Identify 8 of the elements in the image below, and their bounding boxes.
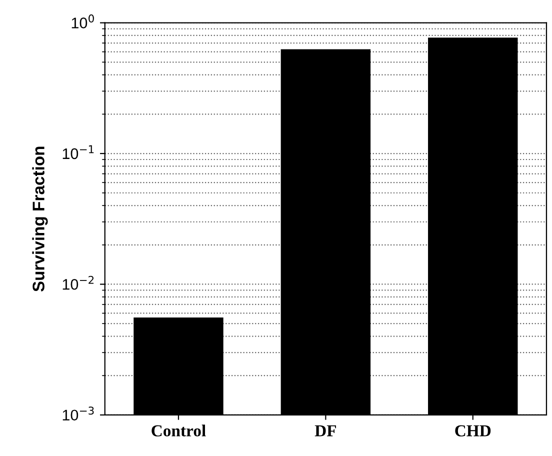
y-tick-label: 10$^{−3}$ xyxy=(62,406,94,421)
x-tick-label: CHD xyxy=(455,425,491,436)
y-axis-title: Surviving Fraction xyxy=(32,146,48,292)
y-tick-label: 10$^{0}$ xyxy=(72,14,94,28)
y-tick-label: 10$^{−2}$ xyxy=(62,276,94,290)
x-tick-label: Control xyxy=(152,424,206,436)
x-tick-label: DF xyxy=(314,425,336,436)
y-tick-label: 10$^{−1}$ xyxy=(62,145,94,160)
